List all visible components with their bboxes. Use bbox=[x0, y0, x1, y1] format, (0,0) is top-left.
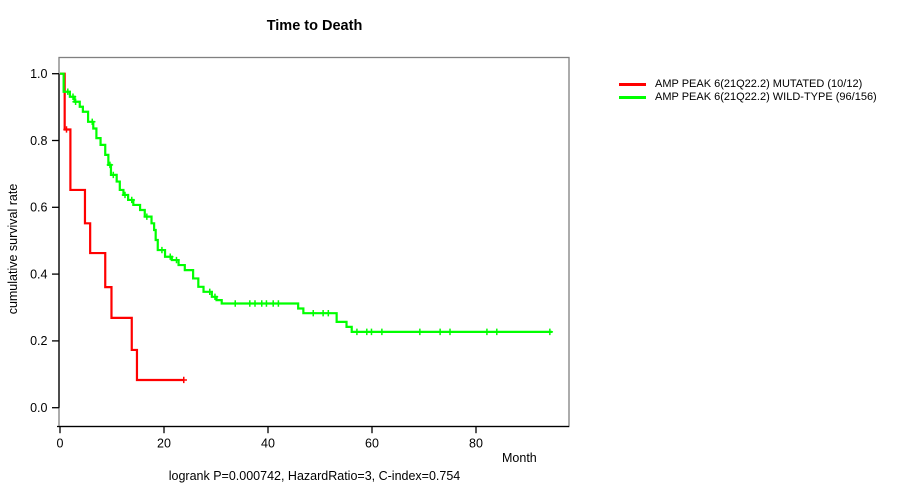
svg-text:0.2: 0.2 bbox=[30, 334, 47, 348]
legend-label-wildtype: AMP PEAK 6(21Q22.2) WILD-TYPE (96/156) bbox=[655, 91, 877, 103]
svg-text:60: 60 bbox=[365, 437, 379, 451]
svg-text:1.0: 1.0 bbox=[30, 67, 47, 81]
svg-text:0: 0 bbox=[57, 437, 64, 451]
chart-title: Time to Death bbox=[266, 18, 363, 34]
svg-text:0.0: 0.0 bbox=[30, 401, 47, 415]
x-axis-title: Month bbox=[502, 451, 537, 465]
svg-text:0.4: 0.4 bbox=[30, 267, 47, 281]
svg-text:0.8: 0.8 bbox=[30, 134, 47, 148]
mutated-line-swatch bbox=[619, 83, 646, 86]
legend-item-wildtype: AMP PEAK 6(21Q22.2) WILD-TYPE (96/156) bbox=[619, 91, 877, 104]
y-axis-title: cumulative survival rate bbox=[6, 183, 20, 315]
stats-annotation: logrank P=0.000742, HazardRatio=3, C-ind… bbox=[168, 469, 461, 483]
svg-text:20: 20 bbox=[157, 437, 171, 451]
wildtype-line-swatch bbox=[619, 96, 646, 99]
legend-item-mutated: AMP PEAK 6(21Q22.2) MUTATED (10/12) bbox=[619, 78, 877, 91]
legend: AMP PEAK 6(21Q22.2) MUTATED (10/12) AMP … bbox=[619, 78, 877, 104]
svg-text:80: 80 bbox=[469, 437, 483, 451]
svg-text:0.6: 0.6 bbox=[30, 201, 47, 215]
svg-text:40: 40 bbox=[261, 437, 275, 451]
legend-label-mutated: AMP PEAK 6(21Q22.2) MUTATED (10/12) bbox=[655, 78, 863, 90]
